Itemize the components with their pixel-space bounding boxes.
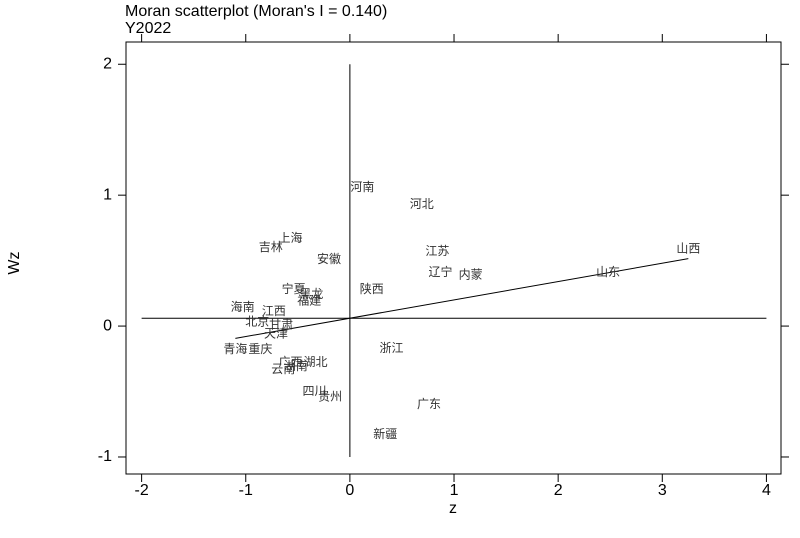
point-label: 内蒙 [459,268,483,282]
point-label: 湖南 [284,358,308,373]
point-label: 贵州 [318,389,342,403]
point-label: 甘肃 [269,317,293,331]
point-label: 湖北 [304,354,328,369]
x-tick-label: 0 [345,482,354,499]
point-label: 重庆 [248,342,272,356]
point-label: 浙江 [380,341,404,355]
y-axis-label: Wz [6,251,23,274]
point-label: 辽宁 [428,264,452,279]
x-tick-label: 4 [762,482,771,499]
point-label: 四川 [302,384,326,398]
point-label: 黑龙 [299,287,323,301]
fit-line [235,258,689,339]
point-label: 河南 [350,179,374,194]
point-label: 北京 [245,315,269,329]
x-tick-label: -1 [239,482,253,499]
y-tick-label: 0 [103,317,112,334]
point-label: 新疆 [373,426,397,441]
point-label: 江苏 [425,244,449,258]
point-label: 云南 [271,361,295,376]
x-tick-label: 2 [554,482,563,499]
y-tick-label: 2 [103,55,112,72]
point-label: 江西 [262,304,286,318]
point-label: 山西 [676,241,700,255]
point-label: 青海 [223,341,247,356]
point-label: 吉林 [259,240,283,254]
x-tick-label: -2 [135,482,149,499]
x-tick-label: 3 [658,482,667,499]
chart-subtitle: Y2022 [125,20,171,37]
point-label: 福建 [297,293,321,308]
point-label: 上海 [279,230,303,245]
y-tick-label: -1 [98,448,112,465]
x-axis-label: z [449,500,457,517]
point-label: 宁夏 [282,281,306,296]
chart-title: Moran scatterplot (Moran's I = 0.140) [125,3,387,20]
y-tick-label: 1 [103,186,112,203]
point-label: 陕西 [360,281,384,296]
point-label: 安徽 [317,251,341,266]
point-label: 海南 [231,299,255,314]
point-label: 广东 [417,397,441,411]
point-label: 山东 [596,265,620,279]
x-tick-label: 1 [450,482,459,499]
plot-frame [125,41,782,475]
point-label: 广西 [279,355,303,369]
point-label: 天津 [264,326,288,340]
point-label: 河北 [410,197,434,211]
